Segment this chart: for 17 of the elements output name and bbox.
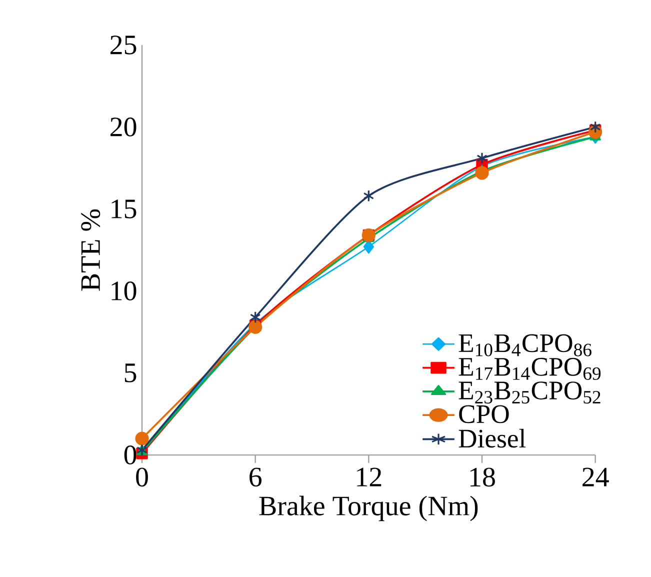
x-axis-title: Brake Torque (Nm) [259, 496, 478, 522]
legend-label: E$_{23}$B$_{25}$CPO$_{52}$ [458, 382, 600, 404]
y-tick-label: 15 [112, 200, 136, 218]
x-tick-label: 12 [357, 468, 382, 486]
y-tick-label: 10 [112, 282, 136, 300]
y-axis-title: BTE % [81, 209, 100, 291]
x-tick-label: 18 [470, 468, 495, 487]
legend-label: E$_{10}$B$_{4}$CPO$_{86}$ [458, 334, 592, 356]
legend-label: CPO [459, 405, 509, 424]
y-tick-label: 0 [124, 446, 136, 464]
legend-label: Diesel [458, 428, 526, 448]
y-tick-label: 20 [110, 118, 136, 136]
y-tick-label: 25 [110, 36, 136, 54]
x-tick-label: 6 [250, 468, 262, 487]
y-tick-label: 5 [124, 364, 136, 382]
legend-label: E$_{17}$B$_{14}$CPO$_{69}$ [458, 358, 601, 380]
x-tick-label: 24 [582, 468, 609, 486]
